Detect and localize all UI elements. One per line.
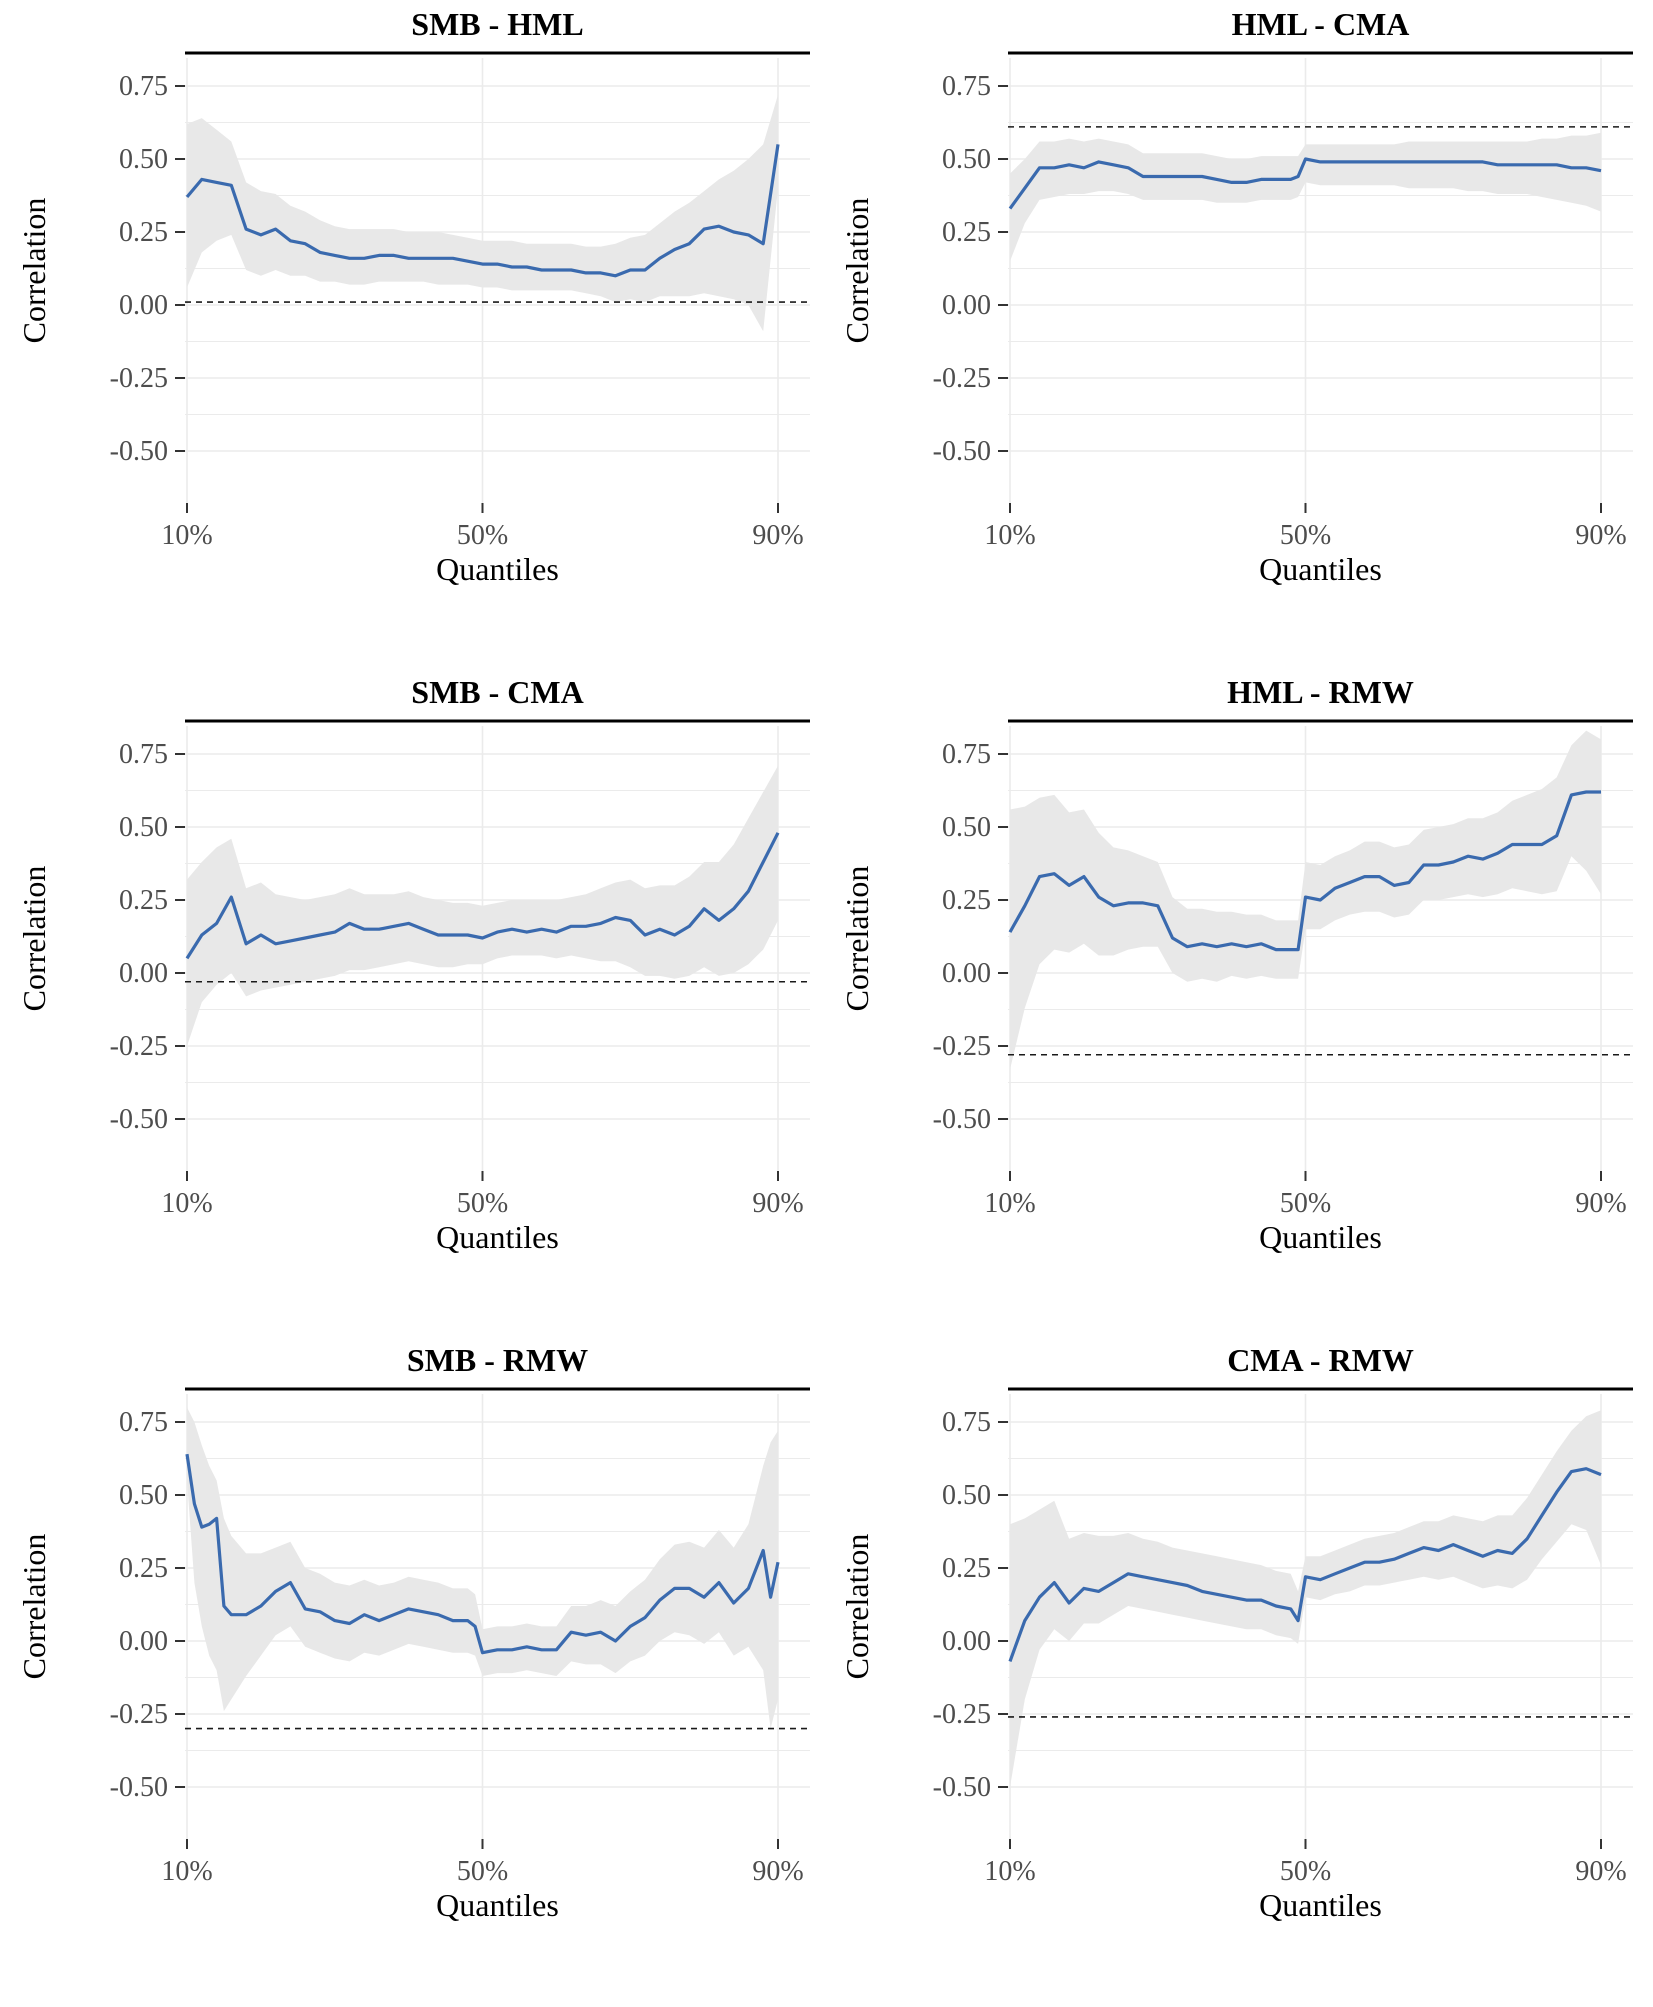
x-tick-label: 50% (457, 1856, 508, 1887)
y-tick-label: 0.00 (942, 1626, 991, 1657)
y-tick-label: 0.50 (119, 812, 168, 843)
x-tick-label: 10% (984, 1188, 1035, 1219)
confidence-band (187, 94, 778, 332)
x-axis-title: Quantiles (436, 1887, 559, 1923)
y-tick-label: 0.00 (942, 290, 991, 321)
y-tick-label: -0.50 (110, 1772, 168, 1803)
x-axis-title: Quantiles (1259, 1887, 1382, 1923)
panel-title: HML - RMW (1227, 674, 1414, 710)
y-tick-label: 0.75 (119, 71, 168, 102)
y-axis-title: Correlation (16, 866, 52, 1012)
correlation-line (185, 832, 780, 960)
y-tick-label: 0.25 (942, 217, 991, 248)
y-tick-label: 0.00 (119, 290, 168, 321)
y-axis-title: Correlation (839, 866, 875, 1012)
confidence-band (1010, 132, 1601, 262)
x-axis-title: Quantiles (1259, 551, 1382, 587)
x-tick-label: 10% (161, 1188, 212, 1219)
confidence-band (187, 1407, 778, 1729)
y-tick-label: 0.00 (119, 958, 168, 989)
x-tick-label: 50% (1280, 520, 1331, 551)
x-axis-title: Quantiles (1259, 1219, 1382, 1255)
panel-title: HML - CMA (1232, 6, 1410, 42)
correlation-line (185, 144, 780, 278)
x-tick-label: 90% (752, 520, 803, 551)
x-tick-label: 90% (752, 1856, 803, 1887)
panel-title: SMB - HML (411, 6, 583, 42)
panel-smb-hml: SMB - HML Quantiles Correlation 10% 50% … (16, 6, 810, 587)
x-tick-label: 90% (752, 1188, 803, 1219)
x-tick-label: 90% (1575, 1856, 1626, 1887)
x-axis-title: Quantiles (436, 1219, 559, 1255)
correlation-line (1008, 1467, 1602, 1662)
panel-cma-rmw: CMA - RMW Quantiles Correlation 10% 50% … (839, 1342, 1633, 1923)
x-tick-label: 50% (457, 520, 508, 551)
panel-smb-cma: SMB - CMA Quantiles Correlation 10% 50% … (16, 674, 810, 1255)
x-tick-label: 10% (984, 1856, 1035, 1887)
confidence-band (1010, 1410, 1601, 1787)
x-tick-label: 90% (1575, 520, 1626, 551)
y-tick-label: 0.25 (119, 1553, 168, 1584)
y-tick-label: 0.75 (942, 739, 991, 770)
y-tick-label: -0.25 (933, 1031, 991, 1062)
x-axis-title: Quantiles (436, 551, 559, 587)
x-tick-label: 50% (1280, 1188, 1331, 1219)
correlation-line (185, 1453, 780, 1655)
y-tick-label: -0.50 (933, 436, 991, 467)
y-tick-label: -0.50 (933, 1104, 991, 1135)
x-tick-label: 50% (1280, 1856, 1331, 1887)
panel-hml-rmw: HML - RMW Quantiles Correlation 10% 50% … (839, 674, 1633, 1255)
y-axis-title: Correlation (839, 198, 875, 344)
y-tick-label: 0.25 (119, 217, 168, 248)
y-tick-label: -0.25 (110, 363, 168, 394)
panel-title: SMB - RMW (407, 1342, 588, 1378)
y-tick-label: 0.50 (942, 812, 991, 843)
y-tick-label: 0.50 (119, 1480, 168, 1511)
x-tick-label: 10% (161, 520, 212, 551)
y-tick-label: 0.75 (942, 1407, 991, 1438)
y-tick-label: 0.75 (119, 1407, 168, 1438)
y-axis-title: Correlation (16, 1534, 52, 1680)
y-tick-label: -0.25 (933, 363, 991, 394)
panel-hml-cma: HML - CMA Quantiles Correlation 10% 50% … (839, 6, 1633, 587)
confidence-band (187, 765, 778, 1046)
x-tick-label: 10% (984, 520, 1035, 551)
y-tick-label: -0.50 (933, 1772, 991, 1803)
x-tick-label: 90% (1575, 1188, 1626, 1219)
y-tick-label: 0.25 (119, 885, 168, 916)
x-tick-label: 50% (457, 1188, 508, 1219)
panel-title: CMA - RMW (1227, 1342, 1414, 1378)
y-tick-label: 0.75 (119, 739, 168, 770)
y-tick-label: -0.25 (933, 1699, 991, 1730)
y-tick-label: 0.75 (942, 71, 991, 102)
y-tick-label: 0.50 (942, 144, 991, 175)
y-axis-title: Correlation (839, 1534, 875, 1680)
y-tick-label: 0.25 (942, 1553, 991, 1584)
panel-smb-rmw: SMB - RMW Quantiles Correlation 10% 50% … (16, 1342, 810, 1923)
correlation-line (1008, 157, 1602, 210)
y-tick-label: -0.25 (110, 1031, 168, 1062)
y-axis-title: Correlation (16, 198, 52, 344)
y-tick-label: -0.25 (110, 1699, 168, 1730)
y-tick-label: 0.00 (119, 1626, 168, 1657)
y-tick-label: 0.50 (942, 1480, 991, 1511)
y-tick-label: -0.50 (110, 436, 168, 467)
panel-title: SMB - CMA (411, 674, 583, 710)
x-tick-label: 10% (161, 1856, 212, 1887)
y-tick-label: -0.50 (110, 1104, 168, 1135)
y-tick-label: 0.00 (942, 958, 991, 989)
correlation-line (1008, 790, 1601, 952)
y-tick-label: 0.50 (119, 144, 168, 175)
y-tick-label: 0.25 (942, 885, 991, 916)
